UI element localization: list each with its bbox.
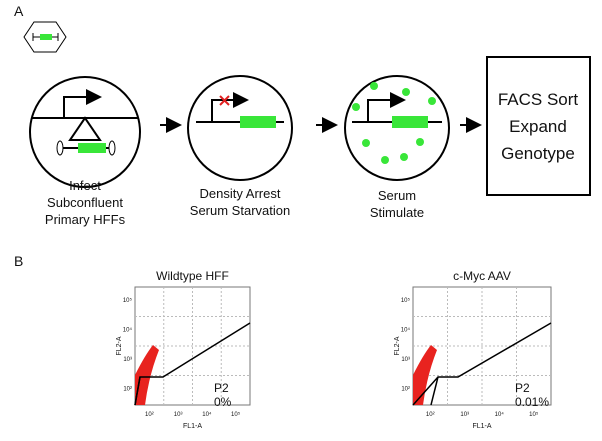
- x-axis-label: FL1-A: [472, 423, 491, 430]
- panel-label: B: [14, 253, 23, 269]
- y-tick-label: 10²: [401, 386, 410, 392]
- gate-percent: 0.01%: [515, 395, 549, 409]
- x-tick-label: 10⁵: [231, 411, 241, 418]
- flow-plot: Wildtype HFF P20% 10² 10³ 10⁴ 10⁵ 10² 10³ 10⁴ 10⁵…: [116, 269, 251, 430]
- box-label: FACS Sort: [498, 90, 579, 109]
- panel-label: A: [14, 3, 24, 19]
- y-tick-label: 10³: [123, 357, 132, 363]
- x-tick-label: 10²: [145, 412, 154, 418]
- x-tick-label: 10³: [174, 412, 183, 418]
- gate-name: P2: [214, 381, 229, 395]
- step-label: Serum Starvation: [190, 203, 290, 218]
- x-tick-label: 10⁵: [529, 411, 539, 418]
- step-label: Density Arrest: [200, 186, 281, 201]
- gate: [412, 322, 552, 406]
- step-diagram: [187, 75, 293, 181]
- step-label: Serum: [378, 188, 416, 203]
- y-tick-label: 10³: [401, 357, 410, 363]
- flow-plot: c-Myc AAV P20.01% 10² 10³ 10⁴ 10⁵ 10² 10³ 10⁴ 10⁵…: [394, 269, 552, 430]
- x-axis-label: FL1-A: [183, 423, 202, 430]
- y-tick-label: 10⁴: [401, 326, 411, 333]
- gate: [134, 376, 141, 406]
- x-tick-label: 10³: [460, 412, 469, 418]
- y-tick-label: 10⁵: [123, 297, 133, 304]
- y-tick-label: 10⁵: [401, 297, 411, 304]
- x-tick-label: 10⁴: [495, 411, 505, 418]
- y-tick-label: 10²: [123, 386, 132, 392]
- gate-name: P2: [515, 381, 530, 395]
- plot-title: c-Myc AAV: [453, 269, 511, 283]
- step-diagram: [344, 75, 450, 181]
- plot-title: Wildtype HFF: [156, 269, 229, 283]
- gate: [430, 376, 439, 406]
- cell-cloud: [135, 345, 159, 405]
- virus-icon: [23, 21, 67, 53]
- cell-cloud: [413, 345, 437, 405]
- x-tick-label: 10⁴: [202, 411, 212, 418]
- step-label: Infect: [69, 178, 101, 193]
- step-label: Subconfluent: [47, 195, 123, 210]
- step-label: Stimulate: [370, 205, 424, 220]
- x-tick-label: 10²: [426, 412, 435, 418]
- step-diagram: [29, 76, 141, 188]
- box-label: Expand: [509, 117, 567, 136]
- y-axis-label: FL2-A: [394, 336, 401, 355]
- final-box: [486, 56, 591, 196]
- y-tick-label: 10⁴: [123, 326, 133, 333]
- y-axis-label: FL2-A: [116, 336, 123, 355]
- box-label: Genotype: [501, 144, 575, 163]
- step-label: Primary HFFs: [45, 212, 126, 227]
- gate-percent: 0%: [214, 395, 232, 409]
